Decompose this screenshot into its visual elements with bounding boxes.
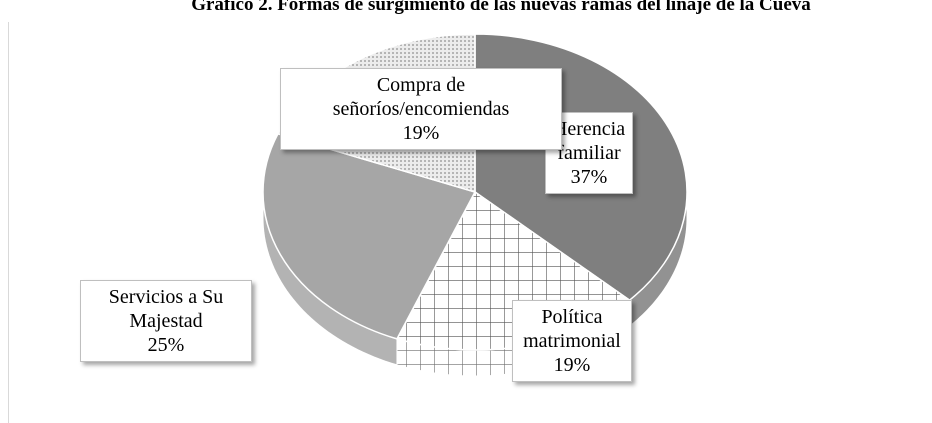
chart-frame — [8, 22, 9, 423]
label-category: Compra de señoríos/encomiendas — [332, 74, 510, 120]
data-label: Política matrimonial 19% — [512, 300, 632, 382]
data-label: Compra de señoríos/encomiendas 19% — [280, 68, 562, 150]
label-value: 19% — [402, 122, 440, 144]
data-label: Servicios a Su Majestad 25% — [80, 280, 252, 362]
label-value: 37% — [570, 166, 608, 188]
chart-title: Gráfico 2. Formas de surgimiento de las … — [191, 0, 811, 15]
pie-slice — [262, 132, 477, 340]
label-value: 19% — [553, 354, 591, 376]
label-category: Herencia familiar — [552, 118, 626, 164]
label-category: Servicios a Su Majestad — [108, 286, 224, 332]
label-value: 25% — [147, 334, 185, 356]
label-category: Política matrimonial — [523, 306, 621, 352]
